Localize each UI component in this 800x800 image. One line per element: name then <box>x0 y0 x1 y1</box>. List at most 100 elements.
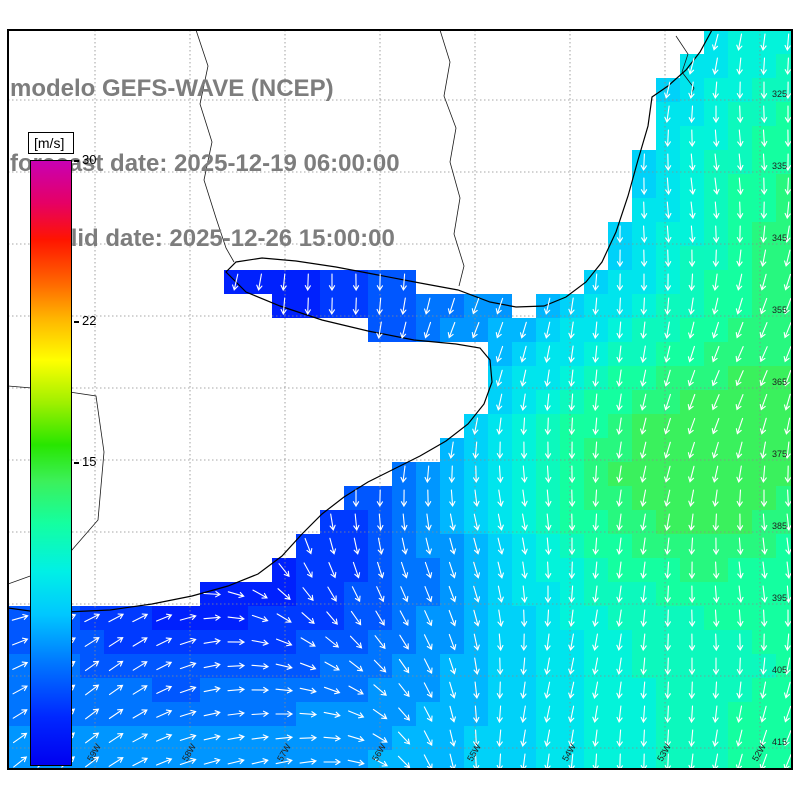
wind-arrow <box>496 753 503 769</box>
wind-arrow <box>664 657 671 676</box>
wind-arrow <box>323 711 341 718</box>
wind-arrow <box>299 711 318 718</box>
wind-arrow <box>376 489 384 508</box>
wind-arrow <box>689 201 696 220</box>
wind-arrow <box>689 177 696 195</box>
wind-arrow <box>761 585 768 604</box>
wind-arrow <box>664 705 671 724</box>
wind-arrow <box>496 417 503 435</box>
wind-arrow <box>688 585 696 604</box>
wind-arrow <box>227 615 245 622</box>
wind-arrow <box>712 273 719 291</box>
wind-arrow <box>736 249 743 267</box>
wind-arrow <box>84 660 100 672</box>
wind-arrow <box>12 709 28 719</box>
wind-arrow <box>227 758 245 765</box>
wind-arrow <box>448 585 457 603</box>
wind-arrow <box>712 753 719 769</box>
wind-arrow <box>784 81 792 100</box>
wave-cell <box>200 750 224 769</box>
wind-arrow <box>640 753 648 769</box>
wind-arrow <box>326 611 338 625</box>
wind-arrow <box>760 33 767 51</box>
wind-arrow <box>495 345 504 363</box>
wind-arrow <box>280 273 287 292</box>
wind-arrow <box>616 393 623 411</box>
wind-arrow <box>423 706 433 723</box>
wind-arrow <box>664 537 671 555</box>
wind-arrow <box>544 753 551 769</box>
latitude-label: 415 <box>772 737 787 747</box>
wind-arrow <box>179 709 197 717</box>
wind-arrow <box>300 637 316 647</box>
wind-arrow <box>688 273 695 292</box>
wind-arrow <box>616 729 623 748</box>
wave-cell <box>320 750 344 769</box>
wind-arrow <box>687 393 696 411</box>
colorbar <box>30 160 72 766</box>
wind-arrow <box>352 273 360 292</box>
wind-arrow <box>592 273 599 292</box>
wind-arrow <box>156 733 173 742</box>
wind-arrow <box>785 561 792 579</box>
wind-arrow <box>329 537 337 555</box>
wind-arrow <box>495 297 504 315</box>
wind-arrow <box>179 685 197 694</box>
wind-arrow <box>423 634 433 651</box>
wind-arrow <box>736 225 744 244</box>
wave-cell <box>776 198 792 222</box>
wind-arrow <box>520 369 527 387</box>
wind-arrow <box>520 729 527 747</box>
wind-arrow <box>713 129 720 148</box>
wind-arrow <box>520 657 527 676</box>
wind-arrow <box>592 585 599 603</box>
wind-arrow <box>711 321 719 339</box>
wind-arrow <box>761 105 768 124</box>
wind-arrow <box>473 729 480 748</box>
wind-arrow <box>521 561 528 579</box>
wind-arrow <box>568 369 575 388</box>
wind-arrow <box>736 633 744 652</box>
wind-arrow <box>108 637 124 647</box>
latitude-label: 355 <box>772 305 787 315</box>
wind-arrow <box>664 321 671 339</box>
wind-arrow <box>783 322 792 339</box>
wind-arrow <box>568 561 575 580</box>
wind-arrow <box>737 561 744 580</box>
wind-arrow <box>737 537 744 556</box>
wave-cell <box>80 750 104 769</box>
wind-arrow <box>496 729 503 748</box>
wind-arrow <box>349 635 363 649</box>
wind-arrow <box>108 708 124 720</box>
wind-arrow <box>665 201 672 220</box>
wind-arrow <box>664 729 671 748</box>
wind-arrow <box>472 417 479 435</box>
wind-arrow <box>640 249 648 268</box>
wind-arrow <box>616 273 624 292</box>
wind-arrow <box>545 465 552 484</box>
wind-arrow <box>448 561 457 579</box>
wind-arrow <box>736 273 743 291</box>
wind-arrow <box>592 321 599 340</box>
wind-arrow <box>713 225 720 244</box>
wind-arrow <box>783 730 792 747</box>
wind-arrow <box>372 757 389 767</box>
wind-arrow <box>712 729 719 747</box>
wind-arrow <box>712 513 719 532</box>
wind-arrow <box>84 613 101 623</box>
wind-arrow <box>783 681 791 699</box>
wind-arrow <box>496 705 503 724</box>
wind-arrow <box>737 201 744 220</box>
wind-arrow <box>544 297 551 315</box>
wind-arrow <box>495 369 503 387</box>
wind-arrow <box>373 659 387 673</box>
wave-cell <box>752 750 776 769</box>
wind-arrow <box>497 561 504 579</box>
wind-arrow <box>736 681 743 699</box>
latitude-label: 405 <box>772 665 787 675</box>
wind-arrow <box>736 705 743 723</box>
wave-cell <box>776 342 792 366</box>
wind-arrow <box>663 393 671 411</box>
wind-arrow <box>688 105 695 124</box>
wind-arrow <box>616 513 623 531</box>
